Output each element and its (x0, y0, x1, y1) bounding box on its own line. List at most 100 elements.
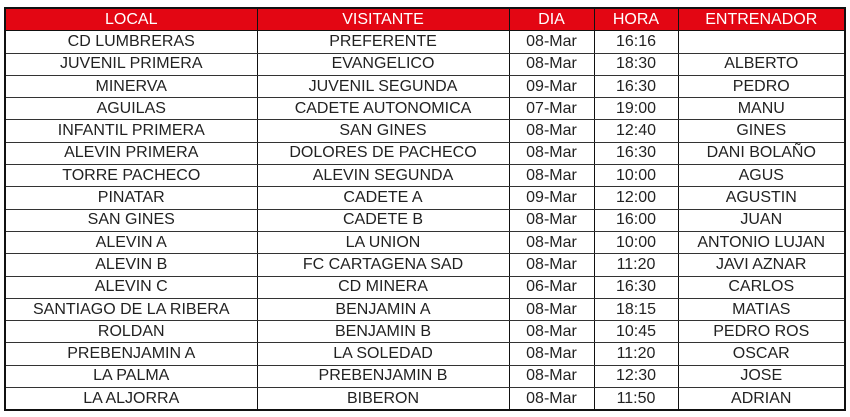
table-row: AGUILAS CADETE AUTONOMICA 07-Mar 19:00 MANU (4, 97, 846, 121)
cell-local[interactable]: JUVENIL PRIMERA (4, 52, 258, 76)
cell-entrenador[interactable]: JUAN (677, 208, 846, 232)
cell-entrenador[interactable]: ALBERTO (677, 52, 846, 76)
cell-local[interactable]: PREBENJAMIN A (4, 342, 258, 366)
cell-entrenador[interactable]: PEDRO ROS (677, 320, 846, 344)
cell-dia[interactable]: 08-Mar (508, 52, 595, 76)
cell-visitante[interactable]: EVANGELICO (256, 52, 510, 76)
cell-dia[interactable]: 08-Mar (508, 30, 595, 54)
cell-entrenador[interactable]: ADRIAN (677, 387, 846, 411)
cell-dia[interactable]: 06-Mar (508, 275, 595, 299)
cell-entrenador[interactable]: ANTONIO LUJAN (677, 230, 846, 255)
cell-visitante[interactable]: CADETE A (256, 186, 510, 210)
cell-local[interactable]: CD LUMBRERAS (4, 30, 258, 54)
cell-dia[interactable]: 08-Mar (508, 342, 595, 366)
cell-visitante[interactable]: JUVENIL SEGUNDA (256, 74, 510, 99)
cell-local[interactable]: SAN GINES (4, 208, 258, 232)
cell-entrenador[interactable]: MATIAS (677, 297, 846, 322)
cell-visitante[interactable]: PREFERENTE (256, 30, 510, 54)
schedule-table: LOCAL VISITANTE DIA HORA ENTRENADOR CD LUMBR… (4, 7, 846, 412)
cell-local[interactable]: ALEVIN PRIMERA (4, 141, 258, 166)
cell-dia[interactable]: 08-Mar (508, 253, 595, 277)
cell-visitante[interactable]: BENJAMIN B (256, 320, 510, 344)
cell-local[interactable]: MINERVA (4, 74, 258, 99)
cell-hora[interactable]: 10:00 (593, 164, 679, 188)
cell-entrenador[interactable]: DANI BOLAÑO (677, 141, 846, 166)
cell-dia[interactable]: 08-Mar (508, 164, 595, 188)
cell-local[interactable]: AGUILAS (4, 97, 258, 121)
cell-local[interactable]: ALEVIN B (4, 253, 258, 277)
cell-dia[interactable]: 08-Mar (508, 297, 595, 322)
cell-hora[interactable]: 19:00 (593, 97, 679, 121)
table-row: ROLDAN BENJAMIN B 08-Mar 10:45 PEDRO ROS (4, 320, 846, 344)
cell-hora[interactable]: 11:50 (593, 387, 679, 411)
cell-dia[interactable]: 08-Mar (508, 387, 595, 411)
header-entrenador: ENTRENADOR (677, 7, 846, 32)
cell-entrenador[interactable]: JAVI AZNAR (677, 253, 846, 277)
cell-visitante[interactable]: LA SOLEDAD (256, 342, 510, 366)
cell-dia[interactable]: 08-Mar (508, 119, 595, 143)
cell-hora[interactable]: 10:00 (593, 230, 679, 255)
table-row: ALEVIN PRIMERA DOLORES DE PACHECO 08-Mar 16… (4, 141, 846, 166)
table-row: SANTIAGO DE LA RIBERA BENJAMIN A 08-Mar 18:… (4, 297, 846, 322)
cell-dia[interactable]: 09-Mar (508, 186, 595, 210)
cell-hora[interactable]: 12:00 (593, 186, 679, 210)
cell-entrenador[interactable]: AGUS (677, 164, 846, 188)
cell-visitante[interactable]: CD MINERA (256, 275, 510, 299)
cell-local[interactable]: INFANTIL PRIMERA (4, 119, 258, 143)
table-row: CD LUMBRERAS PREFERENTE 08-Mar 16:16 (4, 30, 846, 54)
cell-visitante[interactable]: PREBENJAMIN B (256, 364, 510, 389)
cell-dia[interactable]: 08-Mar (508, 364, 595, 389)
cell-hora[interactable]: 16:16 (593, 30, 679, 54)
cell-hora[interactable]: 10:45 (593, 320, 679, 344)
cell-hora[interactable]: 16:30 (593, 74, 679, 99)
cell-dia[interactable]: 08-Mar (508, 208, 595, 232)
cell-local[interactable]: ROLDAN (4, 320, 258, 344)
table-row: TORRE PACHECO ALEVIN SEGUNDA 08-Mar 10:00 AG… (4, 164, 846, 188)
cell-local[interactable]: LA ALJORRA (4, 387, 258, 411)
cell-visitante[interactable]: BENJAMIN A (256, 297, 510, 322)
cell-visitante[interactable]: ALEVIN SEGUNDA (256, 164, 510, 188)
cell-hora[interactable]: 18:30 (593, 52, 679, 76)
table-row: SAN GINES CADETE B 08-Mar 16:00 JUAN (4, 208, 846, 232)
header-dia: DIA (508, 7, 595, 32)
cell-entrenador[interactable]: MANU (677, 97, 846, 121)
table-row: MINERVA JUVENIL SEGUNDA 09-Mar 16:30 PEDRO (4, 74, 846, 99)
cell-entrenador[interactable]: AGUSTIN (677, 186, 846, 210)
cell-local[interactable]: TORRE PACHECO (4, 164, 258, 188)
cell-hora[interactable]: 12:30 (593, 364, 679, 389)
cell-entrenador[interactable]: CARLOS (677, 275, 846, 299)
cell-visitante[interactable]: FC CARTAGENA SAD (256, 253, 510, 277)
cell-visitante[interactable]: CADETE B (256, 208, 510, 232)
cell-visitante[interactable]: CADETE AUTONOMICA (256, 97, 510, 121)
table-row: LA PALMA PREBENJAMIN B 08-Mar 12:30 JOSE (4, 364, 846, 389)
cell-entrenador[interactable]: PEDRO (677, 74, 846, 99)
cell-hora[interactable]: 16:30 (593, 275, 679, 299)
cell-local[interactable]: SANTIAGO DE LA RIBERA (4, 297, 258, 322)
cell-visitante[interactable]: SAN GINES (256, 119, 510, 143)
cell-dia[interactable]: 08-Mar (508, 141, 595, 166)
cell-dia[interactable]: 07-Mar (508, 97, 595, 121)
cell-hora[interactable]: 18:15 (593, 297, 679, 322)
cell-entrenador[interactable]: GINES (677, 119, 846, 143)
cell-hora[interactable]: 16:00 (593, 208, 679, 232)
cell-hora[interactable]: 16:30 (593, 141, 679, 166)
header-row: LOCAL VISITANTE DIA HORA ENTRENADOR (4, 7, 846, 32)
cell-entrenador[interactable] (677, 30, 846, 54)
cell-dia[interactable]: 09-Mar (508, 74, 595, 99)
cell-hora[interactable]: 12:40 (593, 119, 679, 143)
table-row: INFANTIL PRIMERA SAN GINES 08-Mar 12:40 GINE… (4, 119, 846, 143)
cell-dia[interactable]: 08-Mar (508, 320, 595, 344)
cell-dia[interactable]: 08-Mar (508, 230, 595, 255)
cell-entrenador[interactable]: JOSE (677, 364, 846, 389)
cell-local[interactable]: ALEVIN C (4, 275, 258, 299)
cell-visitante[interactable]: LA UNION (256, 230, 510, 255)
cell-local[interactable]: PINATAR (4, 186, 258, 210)
cell-hora[interactable]: 11:20 (593, 342, 679, 366)
cell-hora[interactable]: 11:20 (593, 253, 679, 277)
cell-local[interactable]: LA PALMA (4, 364, 258, 389)
cell-visitante[interactable]: BIBERON (256, 387, 510, 411)
cell-local[interactable]: ALEVIN A (4, 230, 258, 255)
cell-entrenador[interactable]: OSCAR (677, 342, 846, 366)
header-local: LOCAL (4, 7, 258, 32)
cell-visitante[interactable]: DOLORES DE PACHECO (256, 141, 510, 166)
